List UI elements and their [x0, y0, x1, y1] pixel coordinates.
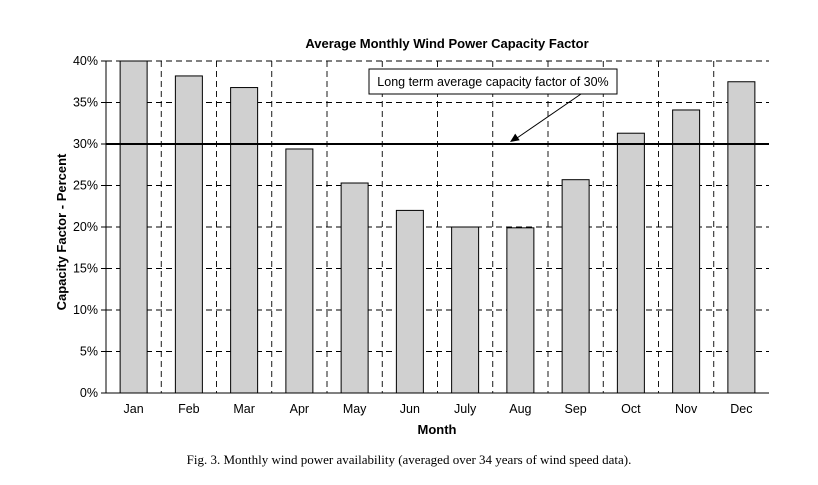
gridlines	[106, 60, 769, 393]
x-tick-label: Mar	[233, 402, 255, 416]
y-tick-label: 5%	[80, 345, 98, 359]
y-tick-label: 30%	[73, 137, 98, 151]
bars	[119, 60, 756, 394]
annotation-text: Long term average capacity factor of 30%	[377, 75, 608, 89]
bar	[395, 209, 424, 394]
x-tick-label: Nov	[675, 402, 698, 416]
y-tick-label: 15%	[73, 262, 98, 276]
bar	[616, 132, 645, 394]
annotation-group: Long term average capacity factor of 30%	[368, 68, 618, 142]
annotation-arrowhead	[510, 133, 520, 142]
x-tick-label: Feb	[178, 402, 200, 416]
bar	[230, 87, 259, 394]
annotation-arrow	[516, 93, 582, 139]
y-tick-labels: 0% 5% 10% 15% 20% 25% 30% 35% 40%	[73, 54, 98, 400]
y-tick-label: 20%	[73, 220, 98, 234]
x-tick-labels: Jan Feb Mar Apr May Jun July Aug Sep Oct Nov Dec	[124, 402, 753, 416]
x-tick-label: Apr	[290, 402, 309, 416]
figure-caption: Fig. 3. Monthly wind power availability …	[186, 452, 632, 467]
x-tick-label: Dec	[730, 402, 752, 416]
x-axis-label: Month	[418, 422, 457, 437]
y-tick-label: 10%	[73, 303, 98, 317]
bar	[506, 227, 535, 394]
y-tick-label: 40%	[73, 54, 98, 68]
x-tick-label: May	[343, 402, 367, 416]
bar-chart: Average Monthly Wind Power Capacity Fact…	[54, 36, 769, 437]
y-axis-label: Capacity Factor - Percent	[54, 153, 69, 310]
y-tick-label: 0%	[80, 386, 98, 400]
bar	[561, 179, 590, 394]
bar	[174, 75, 203, 394]
bar	[285, 148, 314, 394]
x-tick-label: Jun	[400, 402, 420, 416]
x-tick-label: Oct	[621, 402, 641, 416]
x-tick-label: Sep	[565, 402, 587, 416]
bar	[340, 182, 369, 394]
x-tick-label: Jan	[124, 402, 144, 416]
bar	[119, 60, 148, 394]
x-tick-label: July	[454, 402, 477, 416]
y-tick-label: 35%	[73, 96, 98, 110]
axes	[101, 60, 769, 394]
chart-title: Average Monthly Wind Power Capacity Fact…	[305, 36, 588, 51]
bar	[672, 109, 701, 394]
bar	[727, 81, 756, 394]
x-tick-label: Aug	[509, 402, 531, 416]
annotation-box	[368, 68, 618, 95]
y-tick-label: 25%	[73, 179, 98, 193]
bar	[451, 226, 480, 394]
